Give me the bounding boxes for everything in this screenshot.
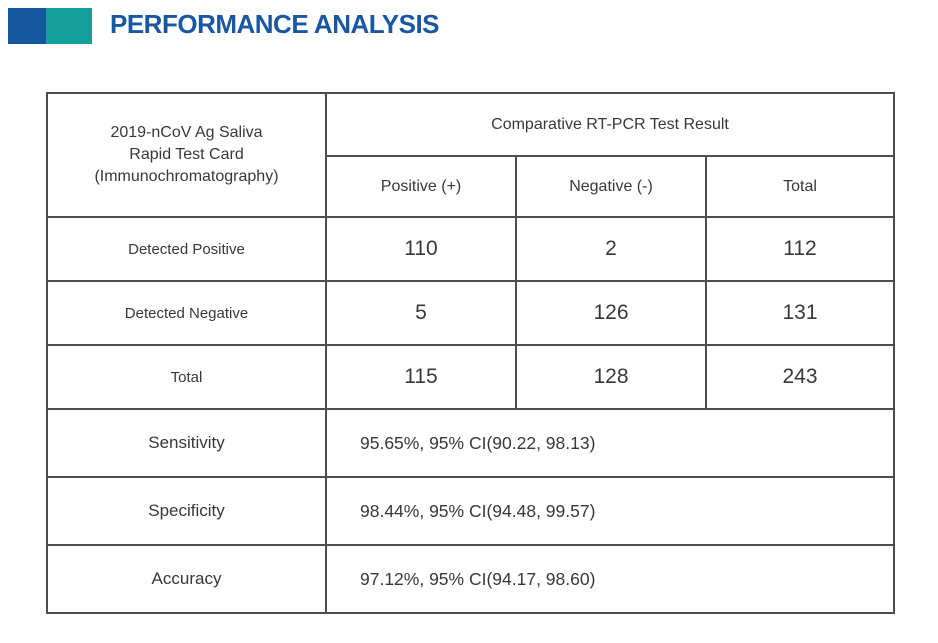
table-header-row-2: Positive (+) Negative (-) Total — [47, 155, 895, 218]
cell-value: 243 — [705, 344, 895, 410]
table-row-detected-positive: Detected Positive 110 2 112 — [46, 216, 895, 282]
column-header-total: Total — [705, 155, 895, 218]
table-row-total: Total 115 128 243 — [46, 344, 895, 410]
cell-value: 115 — [325, 344, 517, 410]
logo-teal-square-icon — [46, 8, 92, 44]
cell-value: 2 — [515, 216, 707, 282]
table-row-specificity: Specificity 98.44%, 95% CI(94.48, 99.57) — [46, 476, 895, 546]
cell-value: 110 — [325, 216, 517, 282]
metric-value: 95.65%, 95% CI(90.22, 98.13) — [325, 408, 895, 478]
cell-value: 5 — [325, 280, 517, 346]
column-header-negative: Negative (-) — [515, 155, 707, 218]
cell-value: 128 — [515, 344, 707, 410]
corner-header-line: (Immunochromatography) — [94, 168, 279, 185]
cell-value: 131 — [705, 280, 895, 346]
logo-blue-square-icon — [8, 8, 46, 44]
column-header-positive: Positive (+) — [325, 155, 517, 218]
table-row-detected-negative: Detected Negative 5 126 131 — [46, 280, 895, 346]
metric-label: Specificity — [46, 476, 327, 546]
cell-value: 126 — [515, 280, 707, 346]
cell-value: 112 — [705, 216, 895, 282]
metric-label: Accuracy — [46, 544, 327, 614]
brand-logo — [8, 8, 92, 44]
page-title: PERFORMANCE ANALYSIS — [110, 9, 440, 39]
row-label: Detected Negative — [46, 280, 327, 346]
performance-table: 2019-nCoV Ag Saliva Rapid Test Card (Imm… — [46, 92, 895, 614]
table-header-row-1: 2019-nCoV Ag Saliva Rapid Test Card (Imm… — [46, 92, 895, 218]
row-label: Detected Positive — [46, 216, 327, 282]
table-row-accuracy: Accuracy 97.12%, 95% CI(94.17, 98.60) — [46, 544, 895, 614]
row-label: Total — [46, 344, 327, 410]
table-row-sensitivity: Sensitivity 95.65%, 95% CI(90.22, 98.13) — [46, 408, 895, 478]
metric-label: Sensitivity — [46, 408, 327, 478]
metric-value: 97.12%, 95% CI(94.17, 98.60) — [325, 544, 895, 614]
corner-header-line: 2019-nCoV Ag Saliva — [110, 124, 263, 141]
corner-header-line: Rapid Test Card — [129, 146, 244, 163]
corner-header-cell: 2019-nCoV Ag Saliva Rapid Test Card (Imm… — [46, 92, 327, 218]
group-header-cell: Comparative RT-PCR Test Result — [325, 92, 895, 157]
metric-value: 98.44%, 95% CI(94.48, 99.57) — [325, 476, 895, 546]
